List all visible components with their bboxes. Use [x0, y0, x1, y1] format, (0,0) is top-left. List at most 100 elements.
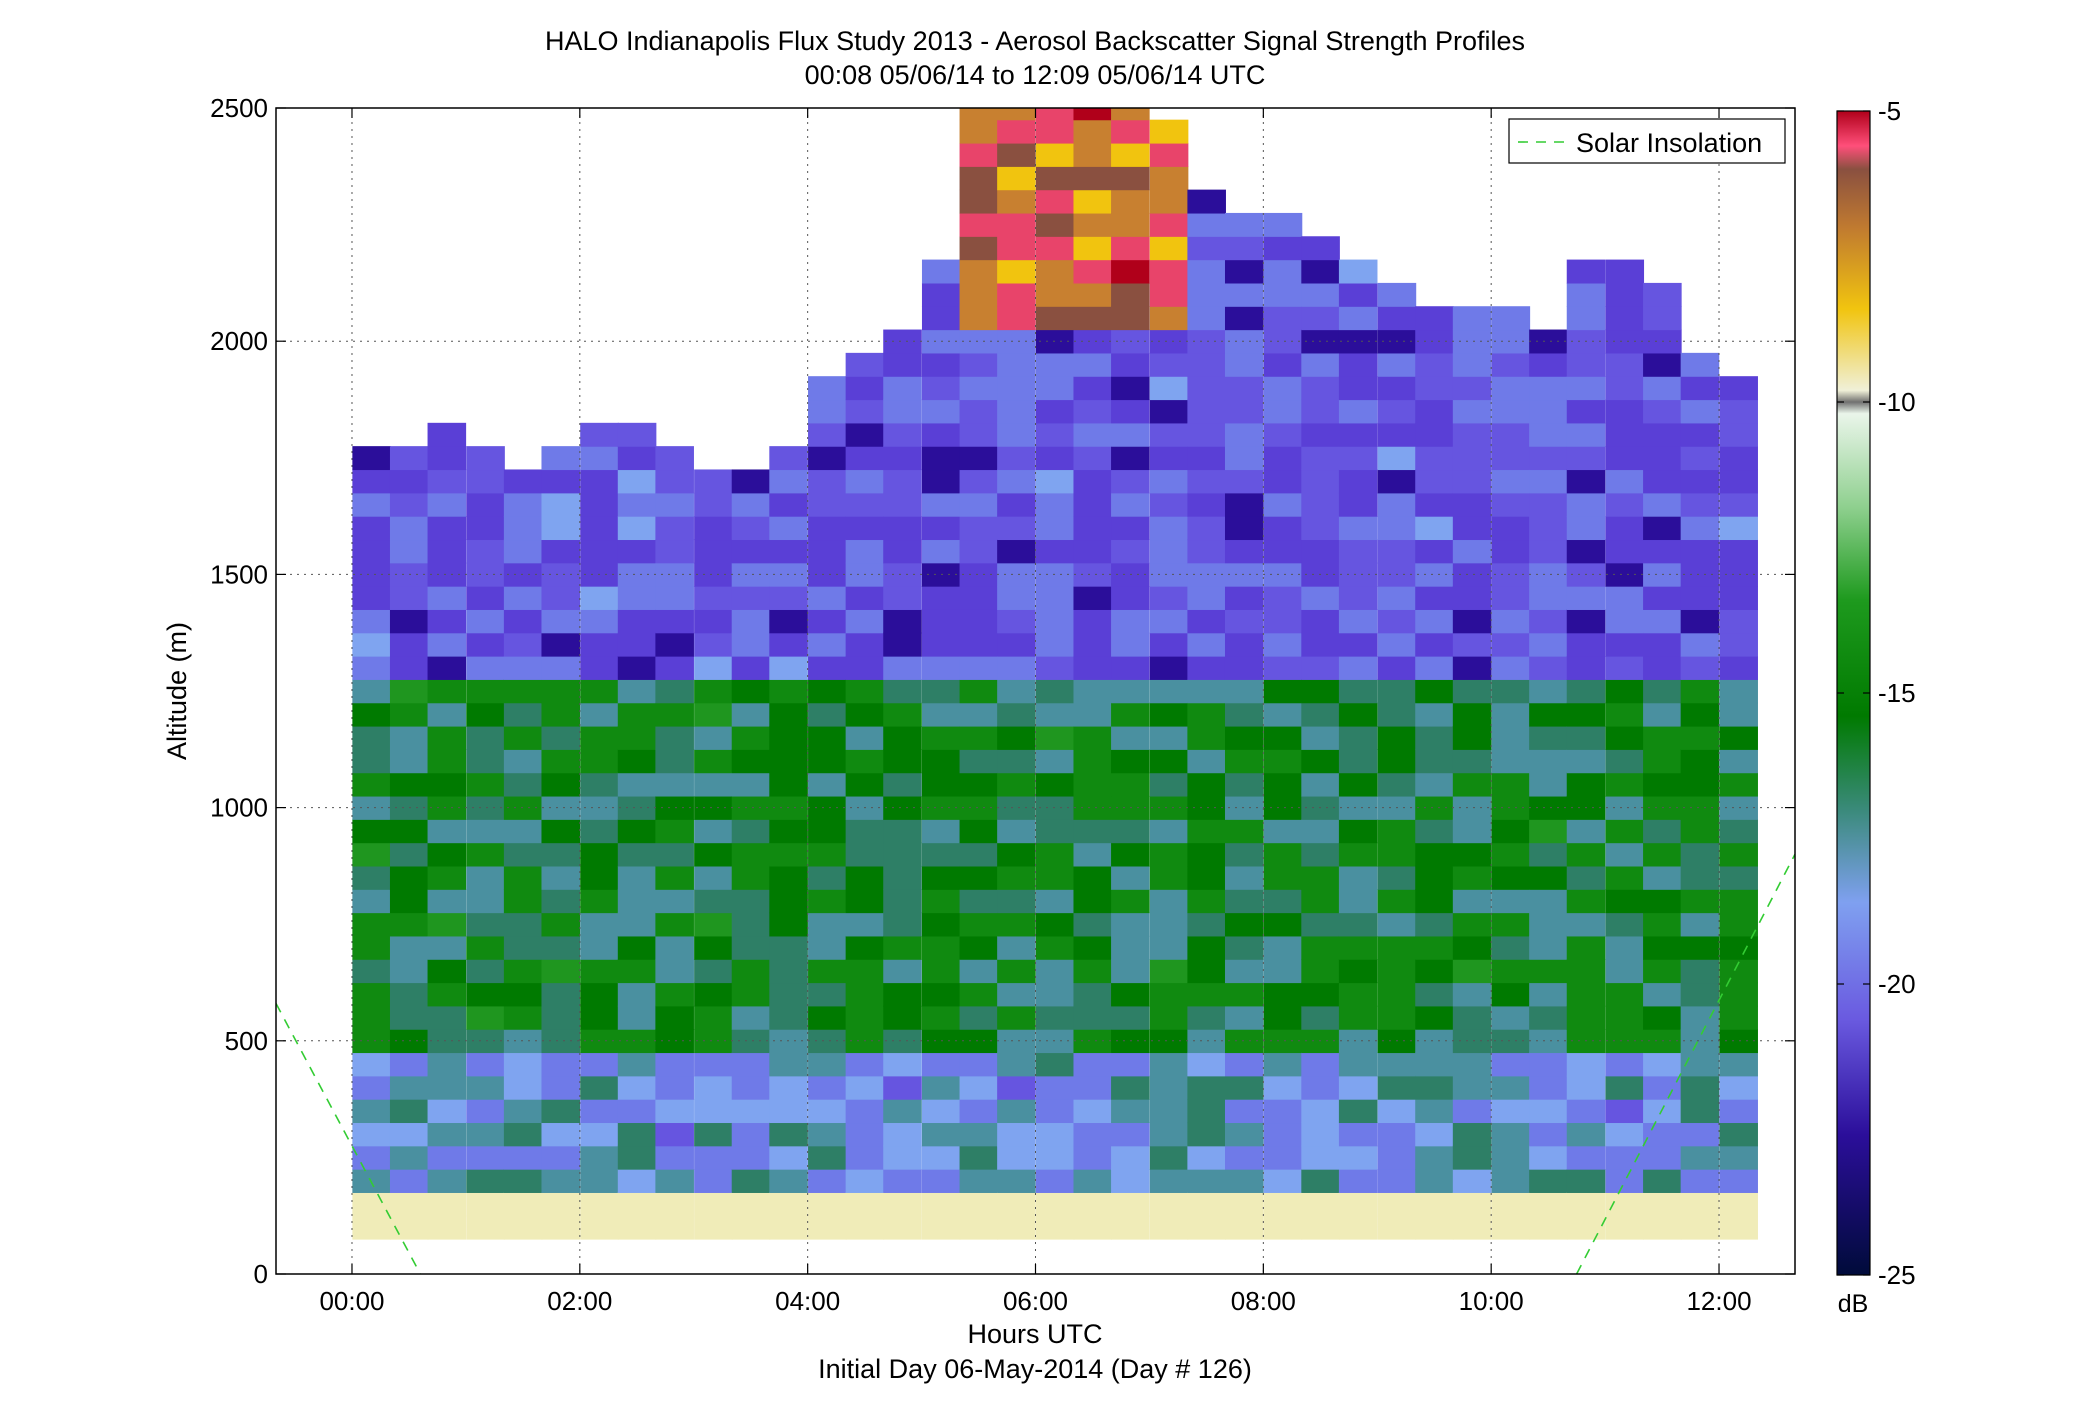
- heatmap-cell: [921, 959, 961, 984]
- heatmap-cell: [466, 1005, 505, 1030]
- heatmap-cell: [1035, 189, 1075, 214]
- heatmap-cell: [1452, 469, 1492, 494]
- heatmap-cell: [503, 1122, 543, 1147]
- heatmap-cell: [1491, 376, 1531, 401]
- heatmap-cell: [845, 469, 885, 494]
- heatmap-cell: [466, 1052, 505, 1077]
- heatmap-cell: [1035, 259, 1075, 284]
- heatmap-cell: [1111, 935, 1150, 960]
- heatmap-cell: [389, 982, 429, 1007]
- heatmap-cell: [427, 749, 467, 774]
- heatmap-cell: [921, 982, 961, 1007]
- heatmap-cell: [1643, 1145, 1682, 1170]
- heatmap-cell: [1111, 422, 1150, 447]
- heatmap-cell: [1680, 422, 1720, 447]
- heatmap-cell: [1073, 352, 1113, 377]
- heatmap-cell: [731, 516, 771, 541]
- heatmap-cell: [921, 422, 961, 447]
- heatmap-cell: [1415, 819, 1454, 844]
- heatmap-cell: [389, 469, 429, 494]
- heatmap-cell: [959, 446, 999, 471]
- heatmap-cell: [466, 1215, 505, 1240]
- heatmap-cell: [959, 562, 999, 587]
- heatmap-cell: [1452, 1099, 1492, 1124]
- heatmap-cell: [1224, 539, 1264, 564]
- heatmap-cell: [1338, 352, 1378, 377]
- heatmap-cell: [617, 609, 657, 634]
- heatmap-cell: [1680, 819, 1720, 844]
- heatmap-cell: [731, 725, 771, 750]
- heatmap-cell: [1035, 842, 1075, 867]
- heatmap-cell: [731, 959, 771, 984]
- heatmap-cell: [997, 119, 1036, 144]
- heatmap-cell: [959, 609, 999, 634]
- heatmap-cell: [389, 1145, 429, 1170]
- heatmap-cell: [1263, 725, 1303, 750]
- heatmap-cell: [1187, 399, 1226, 424]
- heatmap-cell: [1566, 539, 1606, 564]
- heatmap-cell: [1415, 562, 1454, 587]
- heatmap-cell: [808, 399, 847, 424]
- heatmap-cell: [1301, 609, 1340, 634]
- x-tick-label: 10:00: [1459, 1286, 1524, 1316]
- heatmap-cell: [1263, 539, 1303, 564]
- heatmap-cell: [769, 446, 808, 471]
- heatmap-cell: [1263, 749, 1303, 774]
- heatmap-cell: [1643, 1169, 1682, 1193]
- heatmap-cell: [1415, 749, 1454, 774]
- heatmap-cell: [466, 842, 505, 867]
- heatmap-cell: [921, 679, 961, 704]
- heatmap-cell: [769, 1005, 808, 1030]
- heatmap-cell: [1224, 329, 1264, 354]
- heatmap-cell: [466, 1145, 505, 1170]
- heatmap-cell: [883, 1099, 922, 1124]
- heatmap-cell: [959, 772, 999, 797]
- heatmap-cell: [1605, 1052, 1645, 1077]
- heatmap-cell: [1073, 306, 1113, 331]
- heatmap-cell: [694, 1169, 733, 1193]
- heatmap-cell: [1680, 865, 1720, 890]
- heatmap-cell: [731, 1075, 771, 1100]
- heatmap-cell: [1187, 795, 1226, 820]
- heatmap-cell: [1301, 1099, 1340, 1124]
- heatmap-cell: [389, 1005, 429, 1030]
- heatmap-cell: [541, 1075, 581, 1100]
- heatmap-cell: [1149, 1029, 1189, 1054]
- heatmap-cell: [694, 1029, 733, 1054]
- heatmap-cell: [1149, 189, 1189, 214]
- heatmap-cell: [997, 772, 1036, 797]
- heatmap-cell: [921, 819, 961, 844]
- heatmap-cell: [1719, 562, 1758, 587]
- heatmap-cell: [503, 1075, 543, 1100]
- heatmap-cell: [731, 702, 771, 727]
- heatmap-cell: [541, 1169, 581, 1193]
- heatmap-cell: [1035, 865, 1075, 890]
- heatmap-cell: [997, 935, 1036, 960]
- heatmap-cell: [1073, 632, 1113, 657]
- heatmap-cell: [1073, 108, 1113, 121]
- heatmap-cell: [1073, 1052, 1113, 1077]
- heatmap-cell: [883, 1192, 922, 1217]
- heatmap-cell: [1491, 935, 1531, 960]
- heatmap-cell: [1073, 422, 1113, 447]
- heatmap-cell: [1605, 329, 1645, 354]
- heatmap-cell: [997, 1192, 1036, 1217]
- heatmap-cell: [1111, 352, 1150, 377]
- heatmap-cell: [1566, 609, 1606, 634]
- heatmap-cell: [1187, 772, 1226, 797]
- heatmap-cell: [352, 446, 391, 471]
- y-tick-label: 2000: [210, 326, 268, 356]
- heatmap-cell: [655, 865, 694, 890]
- heatmap-cell: [1073, 446, 1113, 471]
- heatmap-cell: [1111, 679, 1150, 704]
- heatmap-cell: [503, 889, 543, 914]
- heatmap-cell: [845, 609, 885, 634]
- heatmap-cell: [1452, 516, 1492, 541]
- heatmap-cell: [580, 1169, 619, 1193]
- heatmap-cell: [1491, 1169, 1531, 1193]
- heatmap-cell: [466, 679, 505, 704]
- heatmap-cell: [1377, 959, 1417, 984]
- heatmap-cell: [541, 679, 581, 704]
- heatmap-cell: [1452, 889, 1492, 914]
- heatmap-cell: [1149, 1122, 1189, 1147]
